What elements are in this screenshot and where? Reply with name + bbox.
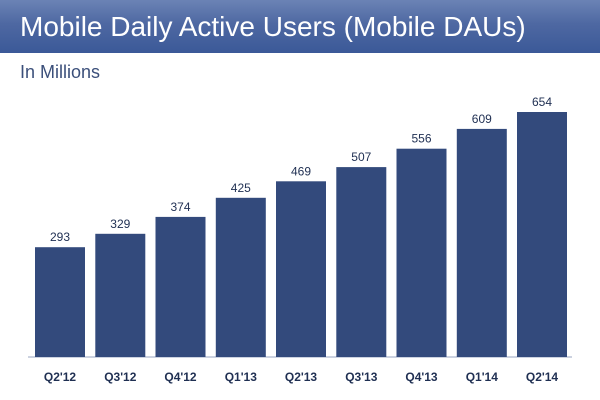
- value-label-2: 374: [170, 200, 190, 214]
- category-label-7: Q1'14: [466, 370, 499, 384]
- value-label-6: 556: [411, 132, 431, 146]
- category-label-5: Q3'13: [345, 370, 378, 384]
- value-label-0: 293: [50, 230, 70, 244]
- bar-5: [336, 167, 387, 357]
- bar-8: [517, 112, 567, 357]
- bar-7: [456, 128, 507, 357]
- category-label-3: Q1'13: [225, 370, 258, 384]
- value-label-5: 507: [351, 150, 371, 164]
- chart-subtitle: In Millions: [20, 62, 101, 82]
- value-label-4: 469: [291, 164, 311, 178]
- bar-6: [396, 148, 447, 357]
- category-label-4: Q2'13: [285, 370, 318, 384]
- category-label-group: Q2'12 Q3'12 Q4'12 Q1'13 Q2'13 Q3'13 Q4'13 Q1'14…: [44, 370, 559, 384]
- bar-group: [35, 112, 567, 357]
- value-label-1: 329: [110, 217, 130, 231]
- category-label-0: Q2'12: [44, 370, 77, 384]
- value-label-group: 293 329 374 425 469 507 556 609 654: [50, 95, 552, 244]
- bar-1: [95, 233, 146, 357]
- value-label-3: 425: [231, 181, 251, 195]
- page-title: Mobile Daily Active Users (Mobile DAUs): [20, 11, 526, 42]
- title-bar: Mobile Daily Active Users (Mobile DAUs): [0, 0, 600, 53]
- category-label-8: Q2'14: [526, 370, 559, 384]
- bar-3: [215, 197, 266, 357]
- category-label-1: Q3'12: [104, 370, 137, 384]
- bar-2: [155, 216, 206, 357]
- category-label-6: Q4'13: [405, 370, 438, 384]
- category-label-2: Q4'12: [164, 370, 197, 384]
- value-label-7: 609: [472, 112, 492, 126]
- value-label-8: 654: [532, 95, 552, 109]
- bar-0: [35, 247, 85, 357]
- bar-4: [276, 181, 326, 357]
